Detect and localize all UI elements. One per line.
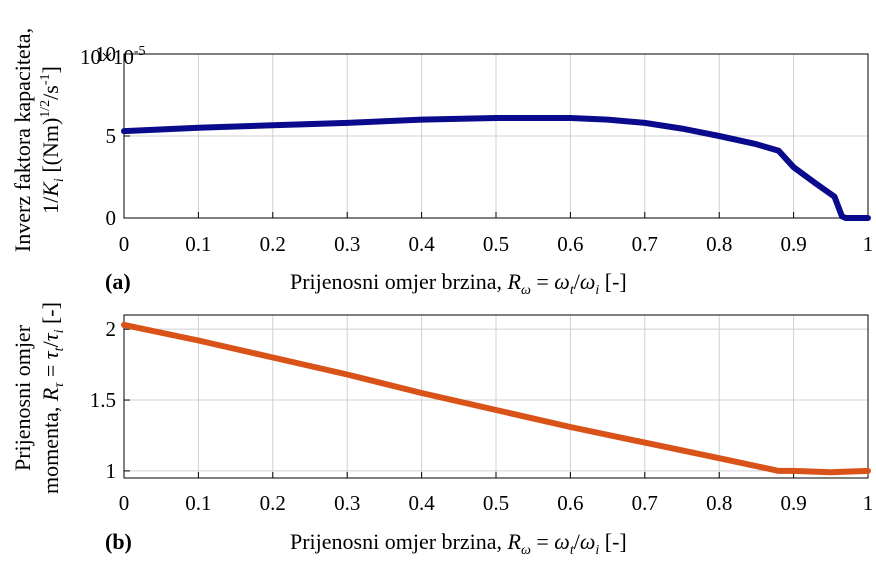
panel-b-xtick-label: 0.4: [408, 491, 435, 515]
panel-a-xtick-label: 0.4: [408, 232, 435, 256]
panel-b-xtick-label: 0.1: [185, 491, 211, 515]
panel-b-ytick-label: 1: [106, 459, 117, 483]
panel-a-ylabel-line2: 1/Ki [(Nm)1/2/s-1]: [38, 66, 67, 214]
panel-b-xtick-label: 0.7: [632, 491, 658, 515]
panel-b-grid: [123, 315, 869, 478]
panel-a-xtick-label: 0.1: [185, 232, 211, 256]
panel-b-series-line: [121, 321, 871, 476]
panel-a-xtick-label: 0.6: [557, 232, 583, 256]
panel-b-ticks: 0 0.1 0.2 0.3 0.4 0.5 0.6 0.7 0.8 0.9 1 1 1.5 2: [90, 317, 874, 515]
panel-a-ytick-label: 0: [106, 206, 117, 230]
panel-a-xtick-label: 1: [863, 232, 874, 256]
panel-a-grid: [123, 53, 869, 219]
panel-b-xtick-label: 0.9: [780, 491, 806, 515]
panel-b: 0 0.1 0.2 0.3 0.4 0.5 0.6 0.7 0.8 0.9 1 1 1.5 2 (b) P…: [10, 302, 873, 558]
panel-b-label: (b): [105, 529, 132, 554]
panel-b-ytick-label: 1.5: [90, 388, 116, 412]
panel-a-label: (a): [105, 269, 131, 294]
panel-a-xtick-label: 0.7: [632, 232, 658, 256]
panel-a-xtick-label: 0.2: [260, 232, 286, 256]
panel-b-xtick-label: 1: [863, 491, 874, 515]
panel-b-xtick-label: 0.3: [334, 491, 360, 515]
panel-b-xtick-label: 0.6: [557, 491, 583, 515]
panel-a-series-line: [121, 115, 871, 221]
panel-a-xtick-label: 0.9: [780, 232, 806, 256]
panel-b-xtick-label: 0.2: [260, 491, 286, 515]
panel-b-ylabel-line1: Prijenosni omjer: [10, 324, 35, 471]
panel-a-xtick-label: 0.8: [706, 232, 732, 256]
panel-a-xtick-label: 0.3: [334, 232, 360, 256]
panel-b-xlabel: Prijenosni omjer brzina, Rω = ωt/ωi [-]: [290, 529, 627, 558]
panel-a-xtick-label: 0.5: [483, 232, 509, 256]
panel-b-xtick-label: 0: [119, 491, 130, 515]
panel-b-xtick-label: 0.8: [706, 491, 732, 515]
panel-a-xlabel: Prijenosni omjer brzina, Rω = ωt/ωi [-]: [290, 269, 627, 298]
panel-a-ytick-label: 5: [106, 124, 117, 148]
panel-a-series: [121, 115, 871, 221]
panel-a-exponent: 10×10-5: [80, 44, 146, 69]
panel-b-xtick-label: 0.5: [483, 491, 509, 515]
panel-b-series: [121, 321, 871, 476]
panel-b-ylabel-line2: momenta, Rτ = τt/τi [-]: [38, 302, 67, 494]
panel-a-ytick-label: 10: [95, 42, 116, 66]
panel-b-ytick-label: 2: [106, 317, 117, 341]
panel-a-xtick-label: 0: [119, 232, 130, 256]
panel-a-ylabel-line1: Inverz faktora kapaciteta,: [10, 28, 35, 252]
